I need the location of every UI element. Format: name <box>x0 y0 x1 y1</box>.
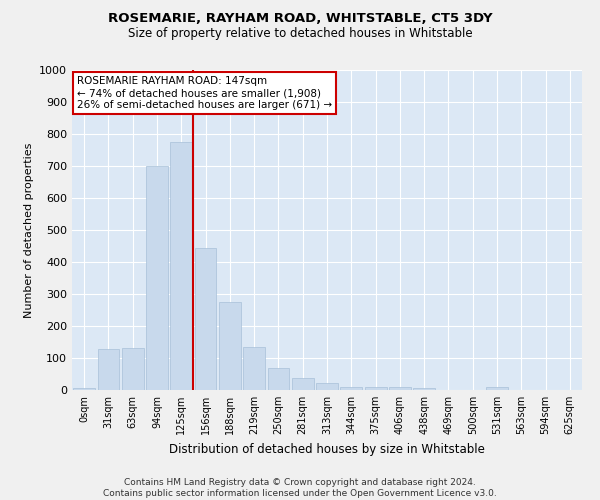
Bar <box>292 378 314 390</box>
Bar <box>389 388 411 390</box>
Text: Contains HM Land Registry data © Crown copyright and database right 2024.
Contai: Contains HM Land Registry data © Crown c… <box>103 478 497 498</box>
Bar <box>122 348 143 390</box>
Text: ROSEMARIE, RAYHAM ROAD, WHITSTABLE, CT5 3DY: ROSEMARIE, RAYHAM ROAD, WHITSTABLE, CT5 … <box>107 12 493 26</box>
Bar <box>97 350 119 390</box>
Y-axis label: Number of detached properties: Number of detached properties <box>23 142 34 318</box>
X-axis label: Distribution of detached houses by size in Whitstable: Distribution of detached houses by size … <box>169 442 485 456</box>
Bar <box>413 388 435 390</box>
Bar <box>219 302 241 390</box>
Bar <box>316 383 338 390</box>
Bar <box>486 388 508 390</box>
Bar <box>268 368 289 390</box>
Text: Size of property relative to detached houses in Whitstable: Size of property relative to detached ho… <box>128 28 472 40</box>
Bar <box>146 166 168 390</box>
Bar <box>365 387 386 390</box>
Bar <box>243 348 265 390</box>
Bar <box>170 142 192 390</box>
Bar <box>194 248 217 390</box>
Bar <box>73 388 95 390</box>
Bar <box>340 387 362 390</box>
Text: ROSEMARIE RAYHAM ROAD: 147sqm
← 74% of detached houses are smaller (1,908)
26% o: ROSEMARIE RAYHAM ROAD: 147sqm ← 74% of d… <box>77 76 332 110</box>
